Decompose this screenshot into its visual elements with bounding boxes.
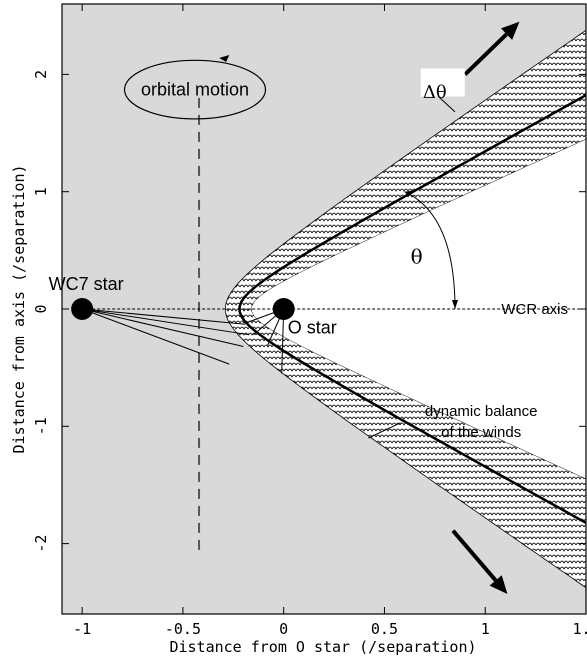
y-tick-label: 0: [32, 304, 50, 313]
dynamic-balance-pointer: [368, 422, 401, 439]
wc7-star-label: WC7 star: [49, 274, 124, 294]
x-axis-ticks: -1 -0.5 0 0.5 1 1.5: [73, 4, 587, 638]
upper-flow-arrow: [463, 32, 508, 76]
contact-discontinuity-curve: [238, 93, 586, 525]
o-star-marker: [272, 298, 295, 320]
wc7-star-marker: [71, 298, 94, 320]
dynamic-balance-label-line1: dynamic balance: [425, 403, 538, 420]
orbit-arrowhead: [219, 54, 230, 62]
delta-theta-label: Δθ: [423, 82, 447, 103]
lower-flow-arrow-head: [489, 575, 508, 595]
orbital-motion-label: orbital motion: [141, 80, 249, 100]
y-tick-label: 2: [32, 70, 50, 79]
wc7-wind-ray: [82, 308, 250, 336]
wc7-wind-ray: [81, 308, 230, 365]
upper-flow-arrow-head: [501, 21, 520, 40]
x-tick-label: -0.5: [165, 620, 201, 638]
x-tick-label: 1.5: [572, 620, 587, 638]
delta-theta-label-box: [420, 68, 465, 97]
theta-arc: [404, 191, 456, 310]
y-tick-label: -2: [32, 535, 50, 553]
orbital-motion-ellipse: [123, 59, 267, 120]
x-tick-label: -1: [73, 620, 91, 638]
x-tick-label: 0: [279, 620, 288, 638]
y-tick-label: 1: [32, 187, 50, 196]
wc7-wind-ray: [82, 308, 246, 325]
o-star-label: O star: [288, 318, 337, 338]
y-axis-ticks: -2 -1 0 1 2: [32, 70, 586, 553]
theta-label: θ: [411, 244, 423, 268]
dynamic-balance-label-line2: of the winds: [441, 424, 521, 441]
lower-flow-arrow: [451, 529, 498, 582]
wcr-axis-label: WCR axis: [501, 301, 568, 318]
flow-arrows: [219, 21, 520, 595]
wc7-wind-ray: [82, 308, 244, 348]
x-axis-title: Distance from O star (/separation): [169, 638, 476, 656]
x-tick-label: 0.5: [371, 620, 398, 638]
y-axis-title: Distance from axis (/separation): [10, 165, 28, 454]
y-tick-label: -1: [32, 417, 50, 435]
x-tick-label: 1: [481, 620, 490, 638]
